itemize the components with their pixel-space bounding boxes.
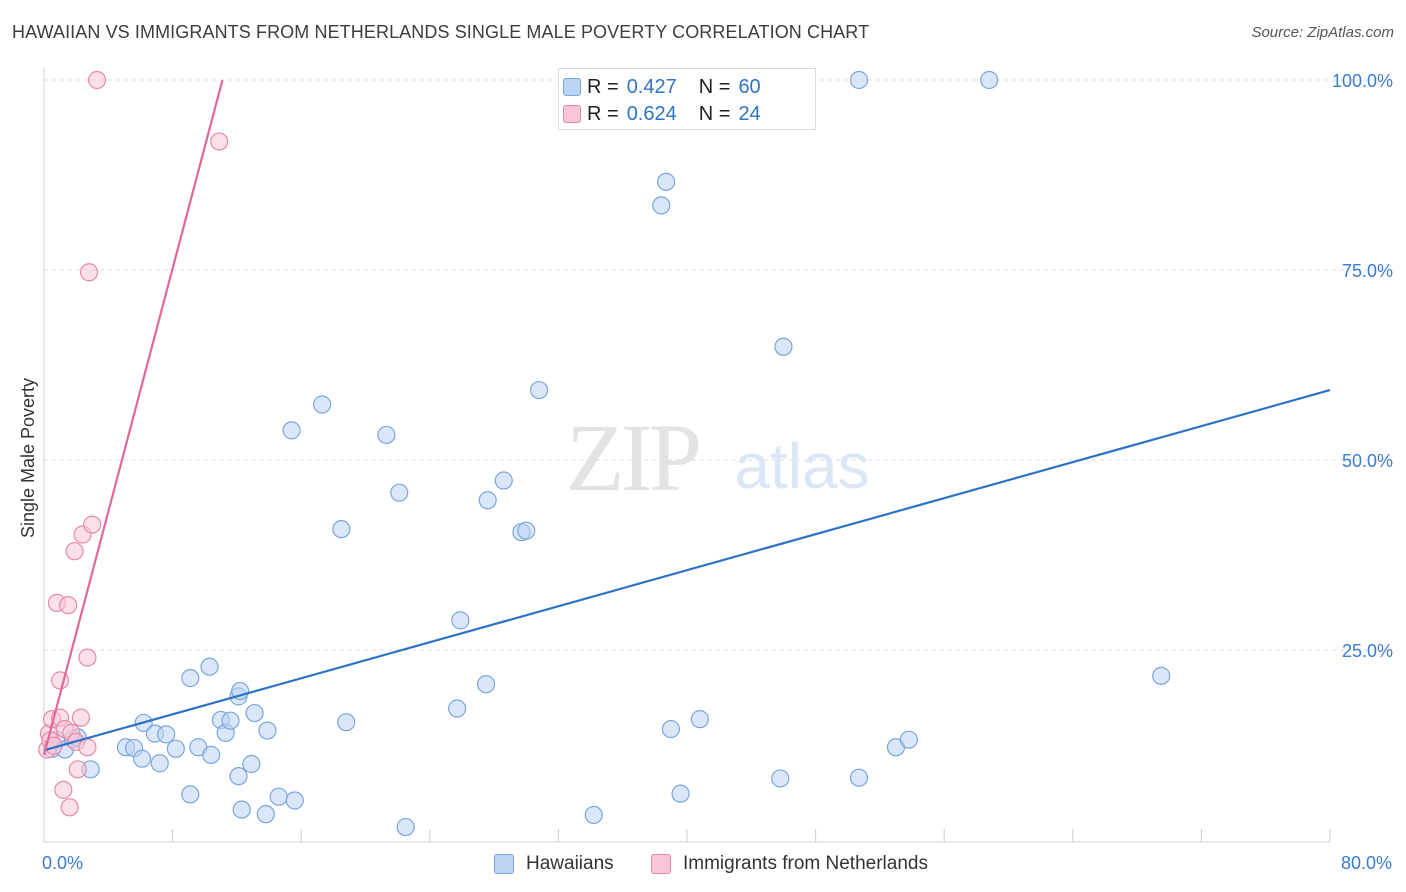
- data-point-netherlands: [65, 542, 84, 561]
- legend-n-value-netherlands: 24: [738, 102, 761, 125]
- data-point-hawaiians: [200, 657, 219, 676]
- data-point-netherlands: [68, 760, 87, 779]
- data-point-hawaiians: [166, 739, 185, 758]
- data-point-hawaiians: [652, 196, 671, 215]
- y-tick-label-100: 100.0%: [1332, 71, 1393, 91]
- watermark: ZIP atlas: [566, 404, 870, 511]
- legend-r-value-hawaiians: 0.427: [626, 75, 677, 98]
- legend-r-value-netherlands: 0.624: [626, 102, 677, 125]
- watermark-atlas: atlas: [734, 430, 869, 502]
- data-point-hawaiians: [584, 805, 603, 825]
- data-point-hawaiians: [377, 425, 396, 445]
- data-point-hawaiians: [657, 172, 676, 191]
- series-legend-label-netherlands: Immigrants from Netherlands: [683, 853, 928, 874]
- y-axis-label: Single Male Poverty: [18, 378, 38, 538]
- data-point-hawaiians: [774, 337, 793, 356]
- data-point-hawaiians: [285, 791, 304, 810]
- x-tick-label-80: 80.0%: [1341, 853, 1392, 873]
- data-point-hawaiians: [478, 491, 497, 510]
- data-point-netherlands: [79, 263, 99, 282]
- data-point-hawaiians: [282, 421, 301, 440]
- series-legend: Hawaiians Immigrants from Netherlands: [0, 852, 1406, 878]
- legend-n-label: N =: [698, 75, 731, 98]
- legend-row-hawaiians: R = 0.427 N = 60: [563, 74, 761, 100]
- data-point-netherlands: [71, 708, 91, 727]
- y-tick-label-50: 50.0%: [1342, 451, 1393, 471]
- series-legend-hawaiians[interactable]: Hawaiians: [494, 852, 614, 876]
- grid-layer: [44, 79, 1392, 651]
- data-point-hawaiians: [517, 521, 536, 540]
- data-point-hawaiians: [181, 785, 200, 804]
- data-point-hawaiians: [229, 767, 248, 786]
- data-point-hawaiians: [530, 380, 549, 400]
- data-point-hawaiians: [242, 754, 261, 774]
- data-point-netherlands: [78, 738, 97, 757]
- series-swatch-netherlands: [651, 854, 671, 874]
- data-point-hawaiians: [337, 713, 356, 732]
- data-point-hawaiians: [390, 483, 409, 502]
- data-point-hawaiians: [690, 710, 709, 729]
- data-point-hawaiians: [396, 817, 415, 837]
- chart-title: HAWAIIAN VS IMMIGRANTS FROM NETHERLANDS …: [12, 22, 870, 42]
- data-point-hawaiians: [494, 471, 513, 490]
- data-point-hawaiians: [849, 768, 869, 787]
- data-point-hawaiians: [269, 787, 288, 806]
- data-point-hawaiians: [181, 669, 200, 688]
- data-point-hawaiians: [312, 395, 332, 414]
- data-point-hawaiians: [258, 721, 277, 740]
- y-tick-label-25: 25.0%: [1342, 641, 1393, 661]
- points-layer: [38, 70, 1171, 837]
- data-point-hawaiians: [980, 70, 999, 90]
- data-point-hawaiians: [476, 675, 496, 694]
- data-point-netherlands: [87, 70, 107, 90]
- series-legend-label-hawaiians: Hawaiians: [526, 853, 614, 874]
- source-label: Source: ZipAtlas.com: [1251, 24, 1394, 41]
- data-point-hawaiians: [256, 805, 275, 824]
- data-point-hawaiians: [157, 725, 176, 744]
- watermark-zip: ZIP: [566, 404, 699, 511]
- data-point-hawaiians: [771, 769, 790, 788]
- data-point-hawaiians: [332, 520, 351, 539]
- legend-r-label: R =: [587, 75, 619, 98]
- legend-row-netherlands: R = 0.624 N = 24: [563, 101, 761, 127]
- data-point-hawaiians: [451, 611, 470, 630]
- legend-swatch-netherlands: [563, 105, 581, 123]
- data-point-netherlands: [59, 596, 78, 615]
- y-tick-label-75: 75.0%: [1342, 261, 1393, 281]
- data-point-hawaiians: [671, 784, 690, 803]
- data-point-hawaiians: [132, 749, 152, 768]
- tick-label-layer: 25.0% 50.0% 75.0% 100.0% 0.0% 80.0%: [42, 71, 1393, 873]
- data-point-netherlands: [60, 798, 79, 817]
- data-point-netherlands: [78, 648, 97, 667]
- data-point-hawaiians: [232, 800, 251, 819]
- data-point-hawaiians: [899, 730, 918, 749]
- x-tick-label-0: 0.0%: [42, 853, 83, 873]
- trend-layer: [42, 79, 1331, 756]
- data-point-hawaiians: [849, 70, 869, 90]
- trend-line-netherlands: [42, 79, 224, 756]
- data-point-hawaiians: [448, 699, 467, 718]
- legend-r-label: R =: [587, 102, 619, 125]
- trend-line-hawaiians: [43, 389, 1331, 752]
- data-point-hawaiians: [1152, 666, 1171, 685]
- data-point-netherlands: [54, 780, 73, 799]
- data-point-hawaiians: [202, 745, 221, 764]
- series-swatch-hawaiians: [494, 854, 514, 874]
- data-point-netherlands: [83, 515, 102, 534]
- data-point-hawaiians: [661, 719, 681, 739]
- legend-n-value-hawaiians: 60: [738, 75, 761, 98]
- data-point-hawaiians: [245, 703, 264, 723]
- series-legend-netherlands[interactable]: Immigrants from Netherlands: [651, 852, 928, 876]
- legend-n-label: N =: [698, 102, 731, 125]
- legend-swatch-hawaiians: [563, 78, 581, 96]
- data-point-netherlands: [210, 132, 229, 151]
- axis-layer: [43, 68, 1331, 843]
- data-point-hawaiians: [221, 711, 240, 730]
- data-point-hawaiians: [150, 754, 169, 773]
- correlation-legend: R = 0.427 N = 60 R = 0.624 N = 24: [558, 68, 816, 130]
